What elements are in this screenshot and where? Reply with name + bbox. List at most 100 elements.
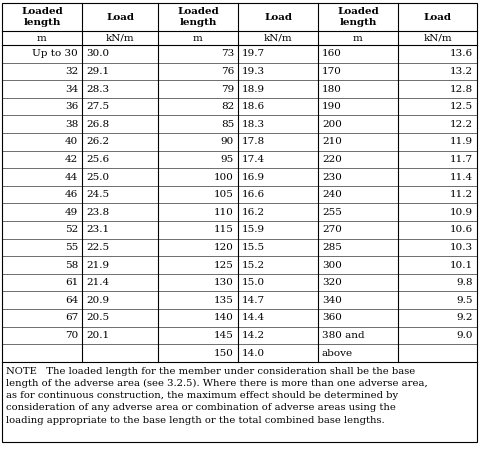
Text: 15.5: 15.5 [242,243,265,252]
Text: 14.2: 14.2 [242,331,265,340]
Text: Load: Load [106,12,134,21]
Text: 49: 49 [65,208,78,217]
Text: 11.9: 11.9 [450,137,473,146]
Text: 11.2: 11.2 [450,190,473,199]
Text: 9.8: 9.8 [456,278,473,287]
Text: 10.3: 10.3 [450,243,473,252]
Text: 24.5: 24.5 [86,190,109,199]
Text: 285: 285 [322,243,342,252]
Text: 26.2: 26.2 [86,137,109,146]
Text: 82: 82 [221,102,234,111]
Text: 36: 36 [65,102,78,111]
Text: 61: 61 [65,278,78,287]
Text: 145: 145 [214,331,234,340]
Text: 150: 150 [214,348,234,357]
Text: 25.6: 25.6 [86,155,109,164]
Text: Load: Load [423,12,452,21]
Text: 130: 130 [214,278,234,287]
Text: 25.0: 25.0 [86,173,109,182]
Text: 120: 120 [214,243,234,252]
Text: 190: 190 [322,102,342,111]
Text: 67: 67 [65,313,78,322]
Text: m: m [37,34,47,43]
Text: 22.5: 22.5 [86,243,109,252]
Text: 12.5: 12.5 [450,102,473,111]
Text: kN/m: kN/m [264,34,292,43]
Text: 18.9: 18.9 [242,84,265,93]
Text: 14.4: 14.4 [242,313,265,322]
Text: 16.2: 16.2 [242,208,265,217]
Text: kN/m: kN/m [106,34,134,43]
Text: 46: 46 [65,190,78,199]
Text: 79: 79 [221,84,234,93]
Text: 73: 73 [221,49,234,58]
Text: 20.1: 20.1 [86,331,109,340]
Text: 360: 360 [322,313,342,322]
Text: 42: 42 [65,155,78,164]
Text: 320: 320 [322,278,342,287]
Text: 32: 32 [65,67,78,76]
Text: 135: 135 [214,296,234,305]
Text: 34: 34 [65,84,78,93]
Text: 95: 95 [221,155,234,164]
Text: 125: 125 [214,261,234,270]
Text: 10.9: 10.9 [450,208,473,217]
Text: 26.8: 26.8 [86,120,109,129]
Text: 18.3: 18.3 [242,120,265,129]
Text: Up to 30: Up to 30 [32,49,78,58]
Text: 180: 180 [322,84,342,93]
Text: 13.6: 13.6 [450,49,473,58]
Text: 10.1: 10.1 [450,261,473,270]
Text: m: m [193,34,203,43]
Text: 270: 270 [322,225,342,234]
Text: 23.8: 23.8 [86,208,109,217]
Text: 160: 160 [322,49,342,58]
Text: 255: 255 [322,208,342,217]
Text: 12.2: 12.2 [450,120,473,129]
Text: 38: 38 [65,120,78,129]
Text: 105: 105 [214,190,234,199]
Text: 10.6: 10.6 [450,225,473,234]
Text: 11.4: 11.4 [450,173,473,182]
Text: 140: 140 [214,313,234,322]
Text: 17.4: 17.4 [242,155,265,164]
Text: 14.7: 14.7 [242,296,265,305]
Text: 220: 220 [322,155,342,164]
Text: 28.3: 28.3 [86,84,109,93]
Text: 9.0: 9.0 [456,331,473,340]
Text: 52: 52 [65,225,78,234]
Text: 170: 170 [322,67,342,76]
Text: above: above [322,348,353,357]
Text: Loaded
length: Loaded length [337,7,379,27]
Text: 70: 70 [65,331,78,340]
Text: 21.9: 21.9 [86,261,109,270]
Text: NOTE   The loaded length for the member under consideration shall be the base
le: NOTE The loaded length for the member un… [6,367,428,425]
Text: 210: 210 [322,137,342,146]
Text: Load: Load [264,12,292,21]
Text: 13.2: 13.2 [450,67,473,76]
Text: 40: 40 [65,137,78,146]
Text: 20.5: 20.5 [86,313,109,322]
Text: 76: 76 [221,67,234,76]
Text: Loaded
length: Loaded length [177,7,219,27]
Text: 30.0: 30.0 [86,49,109,58]
Text: m: m [353,34,363,43]
Text: 55: 55 [65,243,78,252]
Text: 300: 300 [322,261,342,270]
Text: 19.7: 19.7 [242,49,265,58]
Text: 9.2: 9.2 [456,313,473,322]
Text: 15.0: 15.0 [242,278,265,287]
Text: 14.0: 14.0 [242,348,265,357]
Text: 64: 64 [65,296,78,305]
Text: 23.1: 23.1 [86,225,109,234]
Text: 240: 240 [322,190,342,199]
Text: 9.5: 9.5 [456,296,473,305]
Text: 340: 340 [322,296,342,305]
Text: 85: 85 [221,120,234,129]
Text: 15.9: 15.9 [242,225,265,234]
Text: 15.2: 15.2 [242,261,265,270]
Text: 17.8: 17.8 [242,137,265,146]
Text: 58: 58 [65,261,78,270]
Text: 44: 44 [65,173,78,182]
Text: 20.9: 20.9 [86,296,109,305]
